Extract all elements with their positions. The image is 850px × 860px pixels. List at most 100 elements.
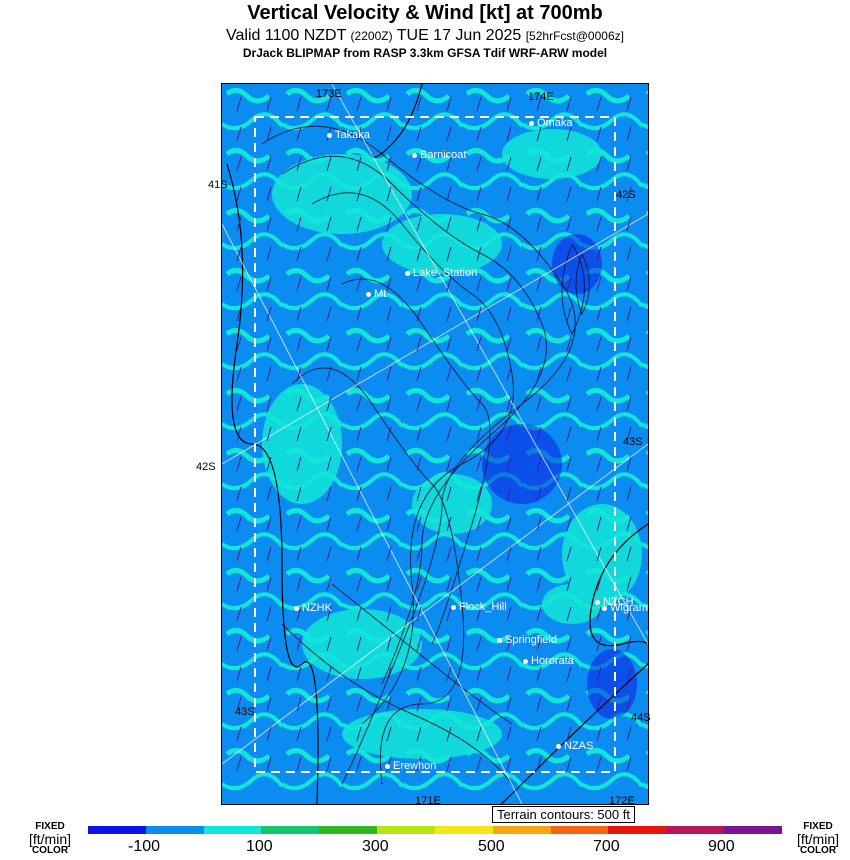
wind-barb (626, 546, 632, 562)
wind-barb (416, 336, 422, 352)
wind-barb (326, 366, 332, 382)
wind-barbs (236, 96, 632, 772)
wind-barb (506, 756, 512, 772)
color-label-left: COLOR (31, 845, 69, 856)
colorbar-right-legend: FIXED [ft/min] COLOR (787, 822, 849, 856)
model-info: DrJack BLIPMAP from RASP 3.3km GFSA Tdif… (242, 46, 608, 60)
wind-barb (266, 156, 272, 172)
wind-barb (506, 216, 512, 232)
wind-barb (536, 516, 542, 532)
wind-barb (596, 546, 602, 562)
wind-barb (476, 216, 482, 232)
wind-barb (416, 516, 422, 532)
wind-barb (326, 636, 332, 652)
wind-barb (536, 306, 542, 322)
wind-barb (476, 96, 482, 112)
wind-barb (566, 336, 572, 352)
wind-barb (626, 246, 632, 262)
wind-barb (296, 636, 302, 652)
wind-barb (476, 546, 482, 562)
colorbar-swatch-3 (261, 826, 320, 834)
valid-time: Valid 1100 NZDT (2200Z) TUE 17 Jun 2025 … (0, 27, 850, 45)
wind-barb (596, 186, 602, 202)
wind-barb (266, 396, 272, 412)
wind-barb (236, 276, 242, 292)
place-barnicoat: Barnicoat (412, 149, 466, 161)
wind-barb (566, 606, 572, 622)
wind-barb (266, 216, 272, 232)
wind-barb (266, 546, 272, 562)
wind-barb (326, 276, 332, 292)
wind-barb (236, 486, 242, 502)
wind-barb (566, 276, 572, 292)
wind-barb (386, 126, 392, 142)
wind-barb (566, 516, 572, 532)
wind-barb (386, 516, 392, 532)
wind-barb (626, 606, 632, 622)
wind-barb (536, 156, 542, 172)
wind-barb (446, 186, 452, 202)
wind-barb (356, 126, 362, 142)
wind-barb (236, 216, 242, 232)
wind-barb (236, 726, 242, 742)
wind-barb (596, 456, 602, 472)
colorbar-swatch-6 (434, 826, 493, 834)
wind-barb (446, 306, 452, 322)
wind-barb (536, 486, 542, 502)
wind-barb (386, 546, 392, 562)
wind-barb (266, 576, 272, 592)
wind-barb (386, 246, 392, 262)
wind-barb (356, 456, 362, 472)
wind-barb (476, 756, 482, 772)
wind-barb (506, 126, 512, 142)
wind-barb (416, 126, 422, 142)
wind-barb (506, 636, 512, 652)
wind-barb (296, 246, 302, 262)
wind-barb (386, 666, 392, 682)
lon-label-171e: 171E (415, 795, 441, 805)
lat-label-43s-left: 43S (235, 706, 255, 718)
fixed-label-left: FIXED (35, 821, 65, 832)
colorbar-swatch-1 (145, 826, 204, 834)
wind-barb (236, 156, 242, 172)
wind-barb (626, 636, 632, 652)
wind-barb (476, 696, 482, 712)
wind-barb (356, 186, 362, 202)
wind-barb (326, 306, 332, 322)
wind-barb (566, 546, 572, 562)
wind-barb (506, 696, 512, 712)
wind-barb (506, 96, 512, 112)
updraft-areas (262, 129, 642, 759)
wind-barb (566, 126, 572, 142)
wind-barb (596, 276, 602, 292)
wind-barb (386, 576, 392, 592)
wind-barb (296, 156, 302, 172)
wind-barb (626, 756, 632, 772)
wind-barb (326, 186, 332, 202)
wind-barb (506, 336, 512, 352)
colorbar (88, 826, 782, 834)
wind-barb (536, 276, 542, 292)
unit-label-left: [ft/min] (28, 831, 71, 847)
wind-barb (326, 726, 332, 742)
wind-barb (506, 546, 512, 562)
wind-barb (356, 606, 362, 622)
colorbar-tick-4: 700 (593, 838, 620, 855)
wind-barb (296, 606, 302, 622)
wind-barb (536, 336, 542, 352)
wind-barb (596, 666, 602, 682)
wind-barb (266, 336, 272, 352)
wind-barb (476, 666, 482, 682)
wind-barb (386, 486, 392, 502)
wind-barb (326, 546, 332, 562)
wind-barb (356, 726, 362, 742)
wind-barb (416, 216, 422, 232)
valid-utc: (2200Z) (350, 29, 393, 43)
colorbar-tick-5: 900 (708, 838, 735, 855)
wind-barb (536, 396, 542, 412)
downdraft-areas (482, 234, 637, 719)
wind-barb (536, 366, 542, 382)
wind-barb (416, 96, 422, 112)
wind-barb (416, 426, 422, 442)
wind-barb (356, 426, 362, 442)
